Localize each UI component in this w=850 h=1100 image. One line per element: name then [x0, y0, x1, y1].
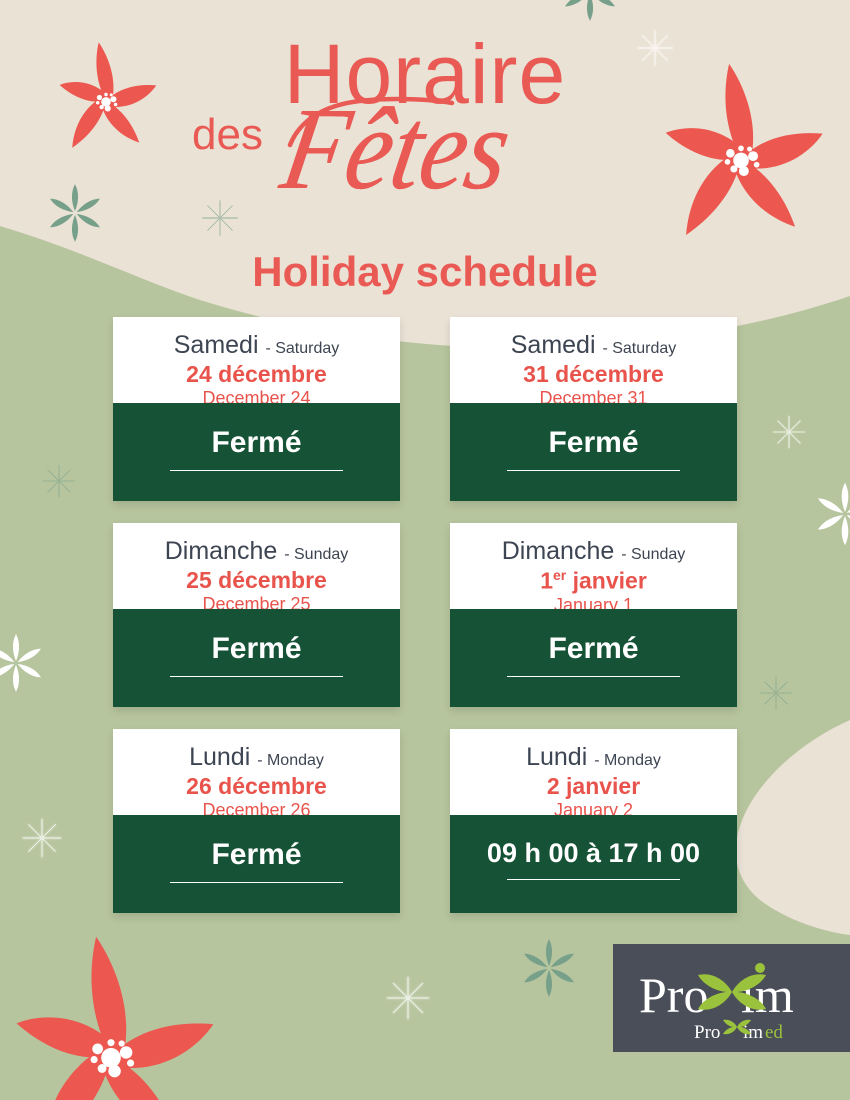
svg-text:Pro: Pro — [639, 967, 708, 1023]
svg-text:ed: ed — [765, 1022, 783, 1043]
svg-text:Pro: Pro — [694, 1022, 720, 1043]
